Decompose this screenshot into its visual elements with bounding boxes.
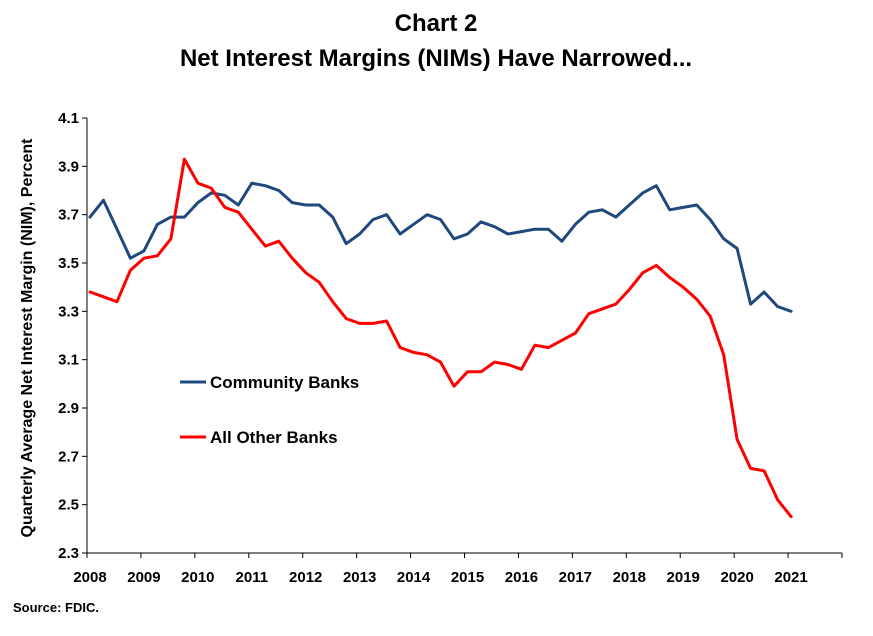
- x-tick-label: 2018: [613, 569, 646, 586]
- legend-label-all-other-banks: All Other Banks: [210, 428, 338, 447]
- x-tick-label: 2013: [343, 569, 376, 586]
- x-tick-label: 2008: [73, 569, 106, 586]
- axes: [82, 117, 843, 558]
- x-tick-label: 2021: [774, 569, 807, 586]
- x-tick-label: 2020: [720, 569, 753, 586]
- y-tick-label: 2.7: [58, 448, 79, 465]
- y-tick-label: 4.1: [58, 110, 79, 127]
- y-tick-labels: 2.3 2.5 2.7 2.9 3.1 3.3 3.5 3.7 3.9 4.1: [58, 110, 79, 562]
- y-tick-label: 3.9: [58, 158, 79, 175]
- series-lines: [88, 157, 793, 519]
- x-tick-label: 2015: [451, 569, 484, 586]
- series-line-all-other-banks: [88, 157, 793, 519]
- chart-title-line-1: Chart 2: [395, 10, 478, 37]
- y-tick-label: 3.5: [58, 255, 79, 272]
- x-tick-label: 2011: [236, 569, 269, 586]
- x-tick-label: 2019: [667, 569, 700, 586]
- chart-title-line-2: Net Interest Margins (NIMs) Have Narrowe…: [180, 45, 692, 72]
- y-tick-label: 2.5: [58, 497, 79, 514]
- legend: Community Banks All Other Banks: [180, 373, 359, 447]
- x-tick-label: 2016: [505, 569, 538, 586]
- y-tick-label: 3.7: [58, 207, 79, 224]
- y-tick-label: 3.1: [58, 352, 79, 369]
- x-tick-labels: 2008 2009 2010 2011 2012 2013 2014 2015 2016 2017…: [73, 569, 807, 586]
- series-line-community-banks: [88, 181, 793, 313]
- x-tick-label: 2010: [181, 569, 214, 586]
- y-tick-label: 3.3: [58, 303, 79, 320]
- source-note: Source: FDIC.: [13, 600, 99, 615]
- x-tick-label: 2009: [127, 569, 160, 586]
- y-axis-title: Quarterly Average Net Interest Margin (N…: [19, 138, 36, 538]
- x-tick-label: 2012: [289, 569, 322, 586]
- chart-title: Chart 2 Net Interest Margins (NIMs) Have…: [180, 10, 692, 72]
- x-tick-label: 2017: [559, 569, 592, 586]
- legend-label-community-banks: Community Banks: [210, 373, 359, 392]
- y-tick-label: 2.9: [58, 400, 79, 417]
- x-tick-label: 2014: [397, 569, 431, 586]
- y-tick-label: 2.3: [58, 545, 79, 562]
